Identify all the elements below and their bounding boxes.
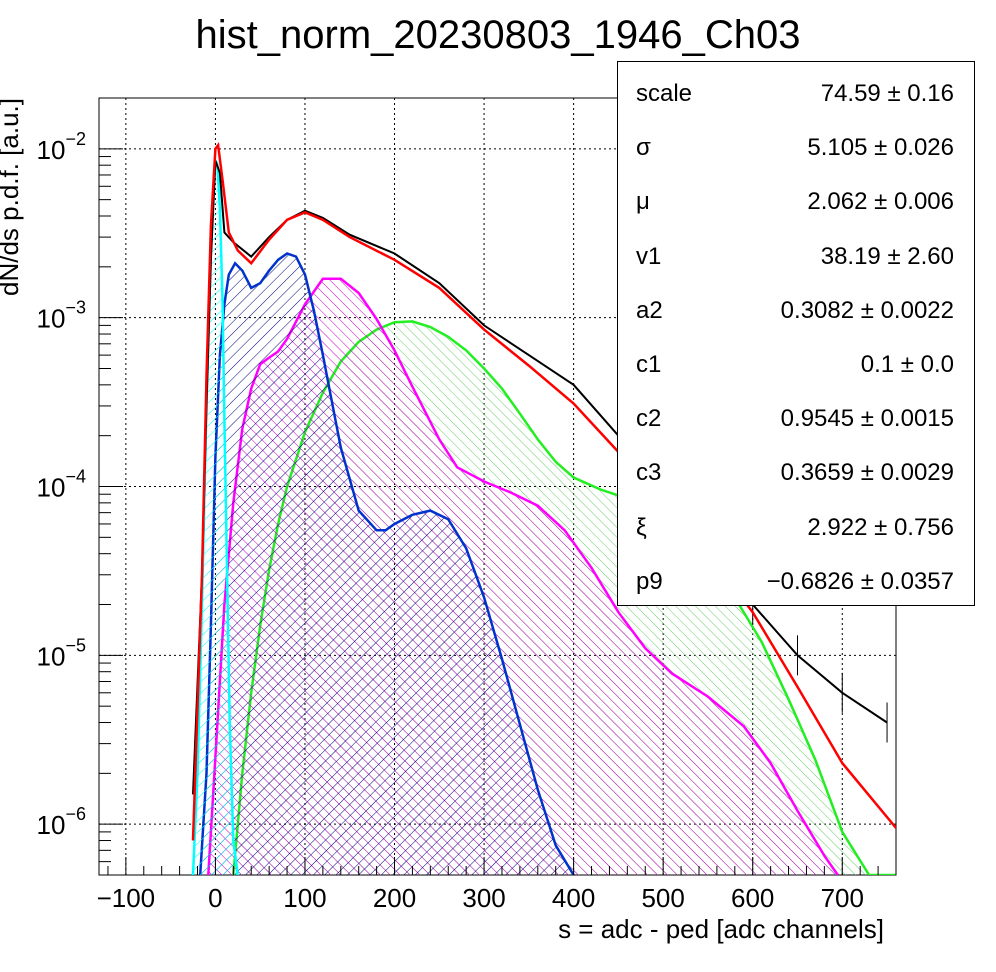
stat-value: −0.6826 ± 0.0357 <box>766 567 954 595</box>
stat-row: μ 2.062 ± 0.006 <box>618 174 974 228</box>
stat-value: 2.062 ± 0.006 <box>807 188 954 216</box>
x-tick-label: 700 <box>821 883 864 913</box>
y-tick-label: 10−4 <box>37 467 86 503</box>
y-tick-label: 10−6 <box>37 804 86 840</box>
chart-title: hist_norm_20230803_1946_Ch03 <box>196 13 801 57</box>
stat-name: ξ <box>636 513 647 541</box>
fit-parameters-box: scale 74.59 ± 0.16 σ 5.105 ± 0.026 μ 2.062 ± … <box>617 61 975 606</box>
stat-row: c3 0.3659 ± 0.0029 <box>618 445 974 499</box>
stat-name: c3 <box>636 459 662 487</box>
stat-name: μ <box>636 188 650 216</box>
stat-value: 2.922 ± 0.756 <box>807 513 954 541</box>
series-area <box>200 253 574 875</box>
stat-value: 5.105 ± 0.026 <box>807 134 954 162</box>
y-tick-label: 10−5 <box>37 635 86 671</box>
stat-value: 38.19 ± 2.60 <box>820 242 954 270</box>
y-axis-title: dN/ds p.d.f. [a.u.] <box>0 98 24 296</box>
x-tick-label: 0 <box>208 883 222 913</box>
stat-row: c1 0.1 ± 0.0 <box>618 337 974 391</box>
stat-row: ξ 2.922 ± 0.756 <box>618 500 974 554</box>
x-tick-label: −100 <box>97 883 156 913</box>
stat-row: σ 5.105 ± 0.026 <box>618 120 974 174</box>
x-tick-label: 300 <box>462 883 505 913</box>
y-tick-label: 10−2 <box>37 129 86 165</box>
stat-name: c1 <box>636 351 662 378</box>
x-tick-label: 500 <box>641 883 684 913</box>
stat-value: 74.59 ± 0.16 <box>820 80 954 107</box>
stat-name: a2 <box>636 296 663 324</box>
y-tick-label: 10−3 <box>37 298 86 334</box>
stat-value: 0.9545 ± 0.0015 <box>780 405 954 433</box>
x-tick-label: 200 <box>373 883 416 913</box>
x-tick-label: 600 <box>731 883 774 913</box>
axes: −100 0 100 200 300 400 500 600 700 10−2 10−3 10−4 10… <box>37 97 897 913</box>
stat-value: 0.1 ± 0.0 <box>860 351 954 378</box>
stat-name: p9 <box>636 567 663 595</box>
x-tick-label: 100 <box>283 883 326 913</box>
stat-value: 0.3659 ± 0.0029 <box>780 459 954 487</box>
x-tick-label: 400 <box>552 883 595 913</box>
stat-name: scale <box>636 80 693 107</box>
stat-row: scale 74.59 ± 0.16 <box>618 66 974 120</box>
stat-row: p9 −0.6826 ± 0.0357 <box>618 554 974 608</box>
stat-row: a2 0.3082 ± 0.0022 <box>618 283 974 337</box>
series-line <box>198 252 575 875</box>
stat-name: v1 <box>636 242 662 270</box>
series-area <box>193 160 238 875</box>
stat-value: 0.3082 ± 0.0022 <box>780 296 954 324</box>
stat-name: σ <box>636 134 651 162</box>
stat-name: c2 <box>636 405 662 433</box>
stat-row: c2 0.9545 ± 0.0015 <box>618 391 974 445</box>
stat-row: v1 38.19 ± 2.60 <box>618 229 974 283</box>
x-axis-title: s = adc - ped [adc channels] <box>558 914 884 944</box>
series-group <box>191 141 896 875</box>
